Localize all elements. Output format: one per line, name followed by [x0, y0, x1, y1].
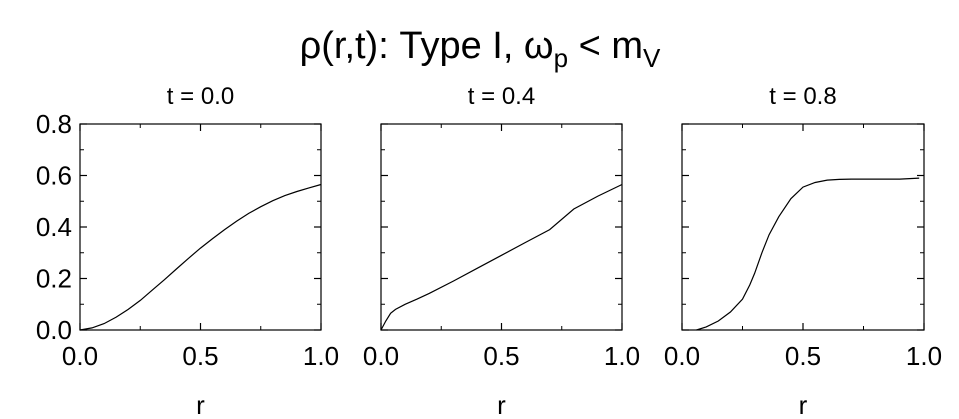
- series-line-1: [79, 183, 322, 331]
- x-tick-label: 0.0: [363, 341, 399, 371]
- x-axis-label: r: [497, 390, 506, 419]
- panel-title: t = 0.4: [468, 83, 535, 110]
- panel-3: t = 0.8 r 0.0 0.5 1.0: [664, 83, 942, 419]
- plot-frame: [681, 123, 925, 331]
- y-tick-label: 0.2: [36, 264, 72, 294]
- x-tick-label: 0.5: [182, 341, 218, 371]
- figure-title: ρ(r,t): Type I, ωp < mV: [300, 25, 661, 73]
- series-line-1: [696, 177, 920, 331]
- panel-1: t = 0.0 r 0.0 0.5 1.0 0.0 0.2 0.4 0.6 0.8: [36, 83, 339, 419]
- x-axis-label: r: [799, 390, 808, 419]
- y-tick-label: 0.4: [36, 212, 72, 242]
- x-tick-label: 1.0: [303, 341, 339, 371]
- x-tick-label: 0.0: [62, 341, 98, 371]
- plot-frame: [79, 123, 322, 331]
- x-tick-label: 1.0: [604, 341, 640, 371]
- x-tick-label: 1.0: [906, 341, 942, 371]
- y-tick-label: 0.8: [36, 109, 72, 139]
- panels-group: t = 0.0 r 0.0 0.5 1.0 0.0 0.2 0.4 0.6 0.8 t = 0.4 r…: [36, 83, 942, 419]
- y-tick-label: 0.6: [36, 161, 72, 191]
- x-tick-label: 0.0: [664, 341, 700, 371]
- x-axis-label: r: [196, 390, 205, 419]
- y-tick-label: 0.0: [36, 315, 72, 345]
- panel-title: t = 0.8: [769, 83, 836, 110]
- panel-2: t = 0.4 r 0.0 0.5 1.0: [363, 83, 640, 419]
- series-line-1: [380, 183, 623, 331]
- x-tick-label: 0.5: [785, 341, 821, 371]
- x-tick-label: 0.5: [483, 341, 519, 371]
- panel-title: t = 0.0: [167, 83, 234, 110]
